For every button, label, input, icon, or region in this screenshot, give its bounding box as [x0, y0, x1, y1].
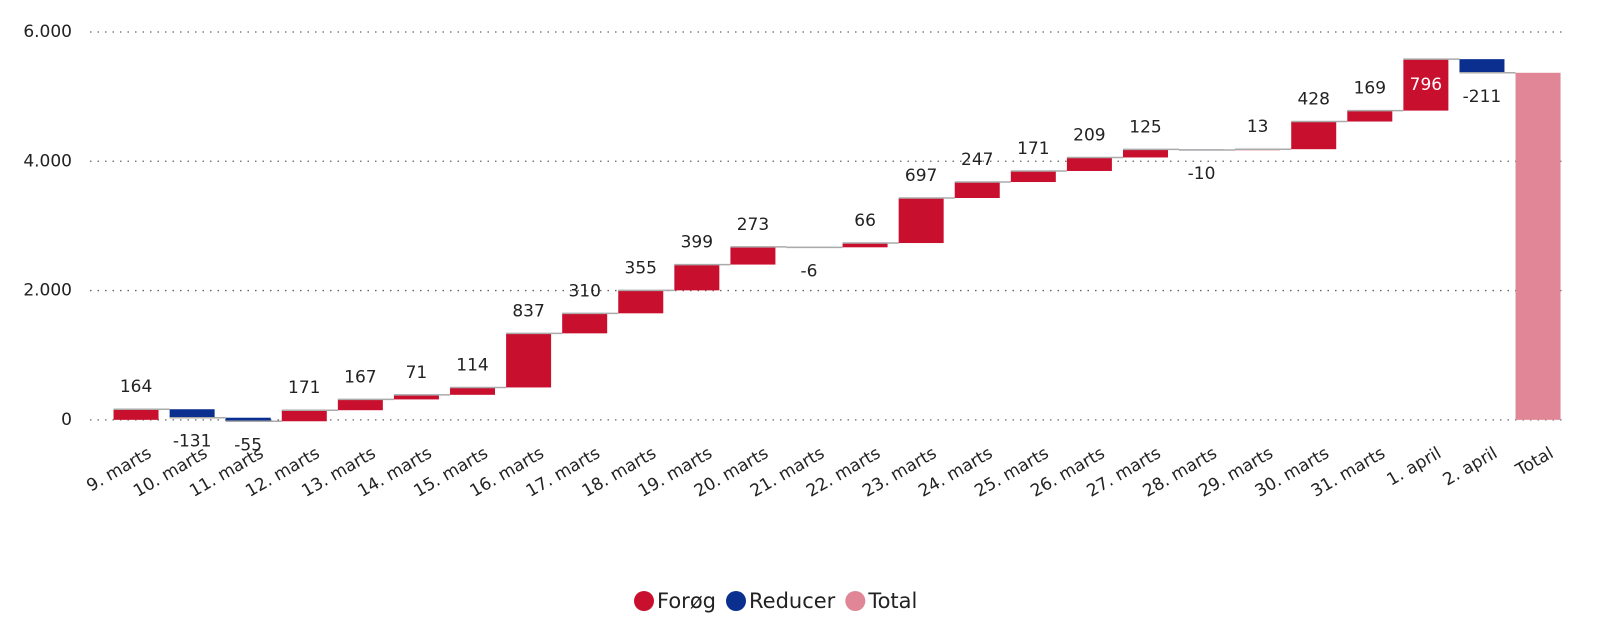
value-label: 273: [737, 215, 769, 235]
value-label: 399: [681, 233, 713, 253]
bar: [842, 243, 888, 248]
bar: [1403, 59, 1449, 111]
y-tick-label: 6.000: [23, 22, 72, 42]
value-label: 114: [456, 355, 488, 375]
legend-label: Reducer: [749, 589, 836, 613]
legend-label: Total: [867, 589, 917, 613]
value-label: 167: [344, 367, 376, 387]
y-tick-label: 2.000: [23, 281, 72, 301]
x-tick-label: 2. april: [1440, 443, 1501, 490]
value-label: 125: [1129, 117, 1161, 137]
value-label: -10: [1188, 164, 1216, 184]
legend-swatch: [726, 591, 746, 611]
value-label: 66: [854, 211, 876, 231]
bar: [281, 410, 327, 422]
value-label: -211: [1463, 87, 1502, 107]
value-label: 171: [288, 378, 320, 398]
y-tick-label: 0: [61, 410, 72, 430]
value-label: -55: [234, 435, 262, 455]
value-label: 697: [905, 166, 937, 186]
value-label: 164: [120, 377, 152, 397]
bar: [337, 399, 383, 411]
value-label: 837: [512, 301, 544, 321]
value-label: 171: [1017, 139, 1049, 159]
bar: [169, 409, 215, 418]
value-label: 209: [1073, 125, 1105, 145]
legend-swatch: [845, 591, 866, 611]
x-tick-label: 1. april: [1384, 443, 1445, 490]
bar: [450, 387, 496, 395]
bar: [1122, 149, 1168, 158]
bar: [225, 417, 271, 422]
bar: [113, 409, 159, 420]
x-tick-label: Total: [1512, 443, 1557, 481]
value-label: 355: [625, 258, 657, 278]
bar: [1066, 157, 1112, 171]
y-tick-label: 4.000: [23, 151, 72, 171]
value-label: 796: [1410, 75, 1442, 95]
bar: [1347, 110, 1393, 122]
value-label: 71: [406, 363, 428, 383]
legend-label: Forøg: [657, 589, 716, 613]
value-label: -131: [173, 432, 212, 452]
bar: [1010, 170, 1056, 183]
bar: [506, 333, 552, 388]
value-label: 247: [961, 150, 993, 170]
bar: [562, 313, 608, 334]
value-label: 310: [568, 281, 600, 301]
legend-swatch: [634, 591, 654, 611]
bar: [898, 197, 944, 244]
bar: [674, 264, 720, 291]
bar: [954, 182, 1000, 198]
bar: [1459, 59, 1505, 73]
value-label: 5.369: [1514, 46, 1563, 66]
value-label: 428: [1297, 90, 1329, 110]
bar: [393, 394, 439, 400]
bar: [730, 246, 776, 265]
value-label: 13: [1247, 117, 1269, 137]
bar: [618, 290, 664, 314]
value-label: 169: [1354, 79, 1386, 99]
value-label: -6: [801, 261, 818, 281]
bar: [1515, 72, 1561, 420]
bar: [1291, 121, 1337, 150]
